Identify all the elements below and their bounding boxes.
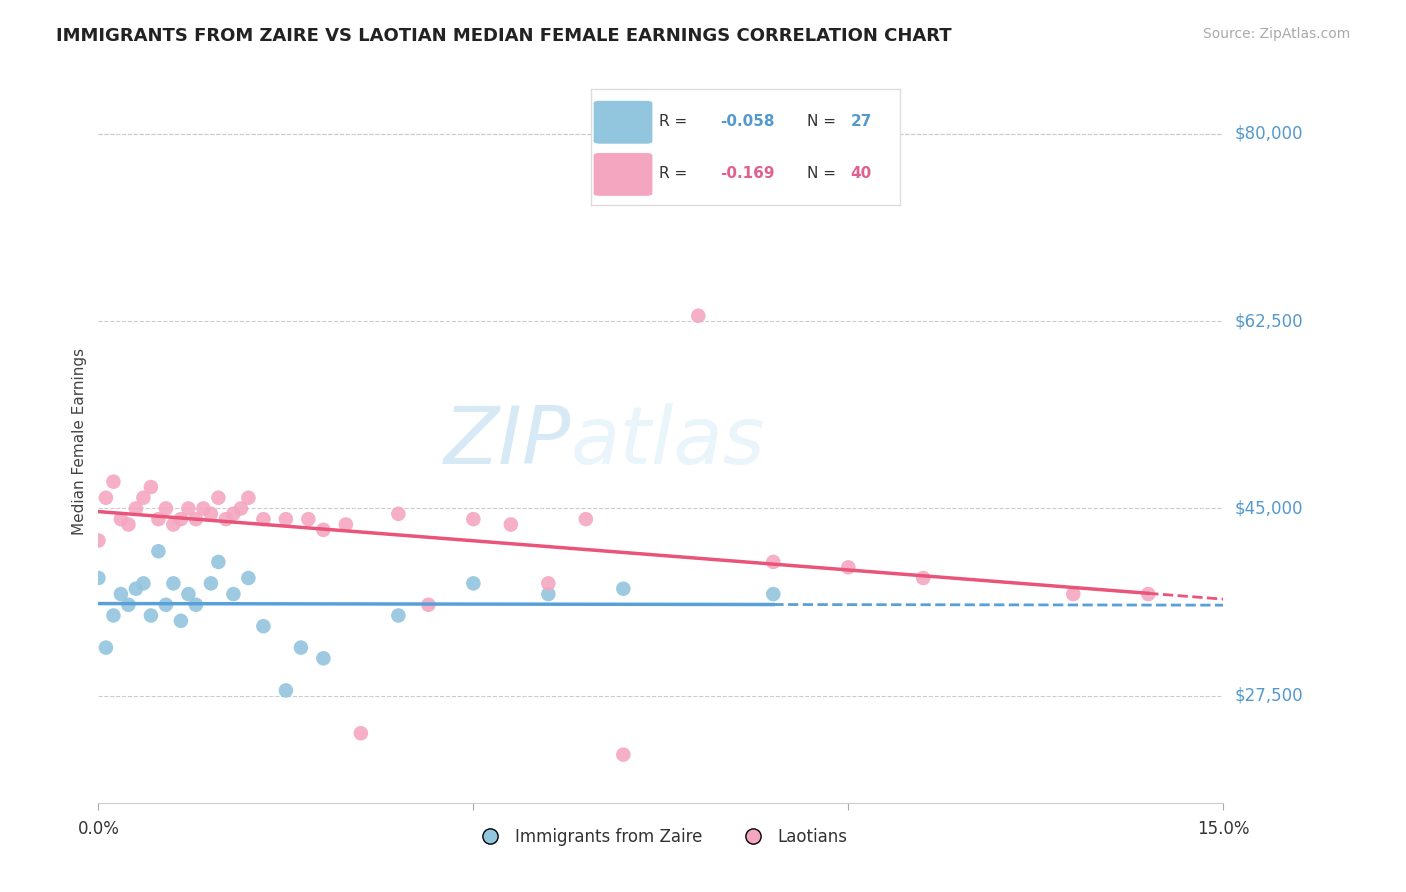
Point	[762, 587, 785, 601]
Point	[290, 640, 312, 655]
Text: $27,500: $27,500	[1234, 687, 1303, 705]
Point	[612, 747, 634, 762]
Point	[177, 501, 200, 516]
Point	[139, 480, 162, 494]
Point	[252, 619, 274, 633]
Text: 0.0%: 0.0%	[77, 820, 120, 838]
Point	[200, 507, 222, 521]
Point	[274, 512, 297, 526]
Point	[110, 587, 132, 601]
Point	[170, 512, 193, 526]
Point	[200, 576, 222, 591]
Point	[103, 608, 125, 623]
Text: 27: 27	[851, 114, 872, 129]
Text: R =: R =	[658, 114, 692, 129]
Point	[837, 560, 859, 574]
Point	[274, 683, 297, 698]
Text: N =: N =	[807, 114, 841, 129]
Point	[155, 501, 177, 516]
Text: $45,000: $45,000	[1234, 500, 1303, 517]
Point	[335, 517, 357, 532]
Point	[148, 512, 170, 526]
Point	[184, 512, 207, 526]
FancyBboxPatch shape	[593, 153, 652, 196]
Point	[184, 598, 207, 612]
Point	[132, 491, 155, 505]
Point	[238, 491, 260, 505]
Point	[110, 512, 132, 526]
Point	[312, 651, 335, 665]
Text: Source: ZipAtlas.com: Source: ZipAtlas.com	[1202, 27, 1350, 41]
Point	[117, 598, 139, 612]
Point	[252, 512, 274, 526]
Point	[222, 587, 245, 601]
Point	[387, 608, 409, 623]
Point	[387, 507, 409, 521]
Point	[125, 501, 148, 516]
Legend: Immigrants from Zaire, Laotians: Immigrants from Zaire, Laotians	[467, 821, 855, 852]
Text: -0.169: -0.169	[720, 166, 775, 181]
Point	[912, 571, 935, 585]
Point	[762, 555, 785, 569]
Text: R =: R =	[658, 166, 692, 181]
Point	[463, 512, 485, 526]
Point	[418, 598, 440, 612]
Point	[162, 517, 184, 532]
Point	[222, 507, 245, 521]
Point	[312, 523, 335, 537]
Point	[139, 608, 162, 623]
Point	[537, 587, 560, 601]
Point	[207, 491, 229, 505]
Point	[688, 309, 710, 323]
Text: N =: N =	[807, 166, 841, 181]
Point	[297, 512, 319, 526]
Point	[215, 512, 238, 526]
Point	[132, 576, 155, 591]
Point	[575, 512, 598, 526]
Point	[537, 576, 560, 591]
Point	[103, 475, 125, 489]
Text: -0.058: -0.058	[720, 114, 775, 129]
Point	[207, 555, 229, 569]
Point	[94, 491, 117, 505]
Point	[94, 640, 117, 655]
Text: IMMIGRANTS FROM ZAIRE VS LAOTIAN MEDIAN FEMALE EARNINGS CORRELATION CHART: IMMIGRANTS FROM ZAIRE VS LAOTIAN MEDIAN …	[56, 27, 952, 45]
Text: ZIP: ZIP	[443, 402, 571, 481]
Point	[125, 582, 148, 596]
Point	[148, 544, 170, 558]
Point	[350, 726, 373, 740]
Point	[170, 614, 193, 628]
Text: atlas: atlas	[571, 402, 766, 481]
Point	[238, 571, 260, 585]
Point	[1062, 587, 1084, 601]
Point	[162, 576, 184, 591]
Point	[229, 501, 252, 516]
Text: $80,000: $80,000	[1234, 125, 1303, 143]
Point	[499, 517, 522, 532]
Point	[1137, 587, 1160, 601]
Point	[87, 571, 110, 585]
Point	[155, 598, 177, 612]
Point	[87, 533, 110, 548]
Text: 40: 40	[851, 166, 872, 181]
Point	[177, 587, 200, 601]
Point	[193, 501, 215, 516]
Point	[612, 582, 634, 596]
Point	[117, 517, 139, 532]
Point	[463, 576, 485, 591]
FancyBboxPatch shape	[593, 101, 652, 144]
Text: $62,500: $62,500	[1234, 312, 1303, 330]
Text: 15.0%: 15.0%	[1197, 820, 1250, 838]
Y-axis label: Median Female Earnings: Median Female Earnings	[72, 348, 87, 535]
